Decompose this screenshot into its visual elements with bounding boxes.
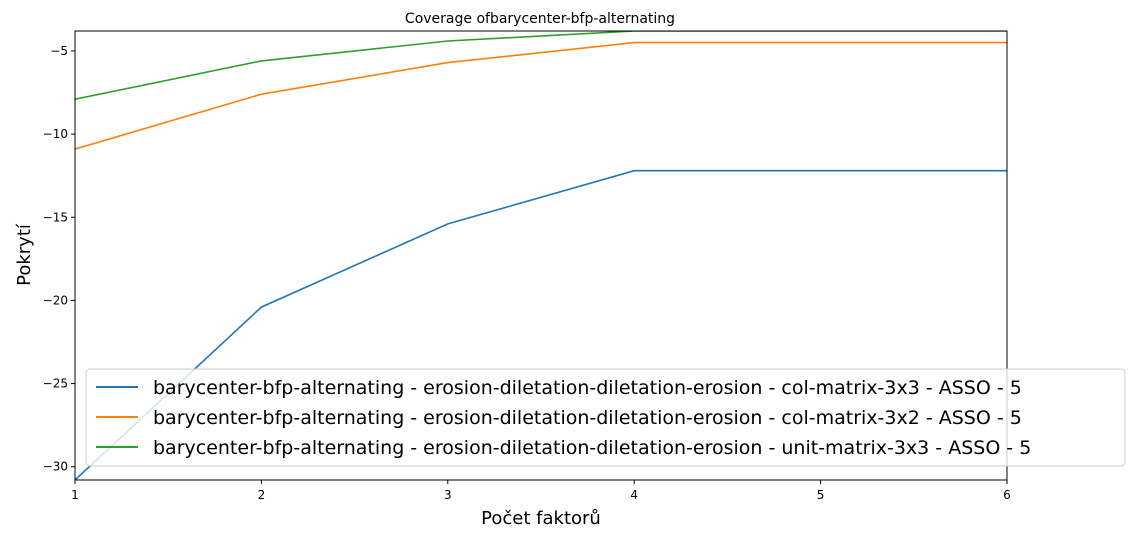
- x-axis: 1 2 3 4 5 6: [71, 480, 1011, 502]
- series-line-1: [75, 169, 1007, 480]
- x-tick-label: 5: [817, 488, 825, 502]
- y-tick-label: −30: [43, 460, 68, 474]
- series-line-2: [75, 41, 1007, 150]
- series-line-3: [75, 31, 1007, 100]
- legend-box: [85, 368, 1126, 467]
- x-tick-label: 1: [71, 488, 79, 502]
- y-tick-label: −10: [43, 127, 68, 141]
- y-tick-label: −5: [50, 44, 68, 58]
- legend-entry-2: barycenter-bfp-alternating - erosion-dil…: [153, 407, 1022, 429]
- legend-entry-1: barycenter-bfp-alternating - erosion-dil…: [153, 377, 1022, 399]
- x-tick-label: 6: [1003, 488, 1011, 502]
- y-axis-label: Pokrytí: [14, 223, 35, 286]
- chart-title: Coverage ofbarycenter-bfp-alternating: [405, 11, 675, 27]
- y-tick-label: −15: [43, 210, 68, 224]
- legend: barycenter-bfp-alternating - erosion-dil…: [85, 368, 1126, 467]
- y-tick-label: −20: [43, 293, 68, 307]
- legend-entry-3: barycenter-bfp-alternating - erosion-dil…: [153, 437, 1031, 459]
- x-axis-label: Počet faktorů: [481, 508, 601, 529]
- x-tick-label: 2: [258, 488, 266, 502]
- x-tick-label: 4: [630, 488, 638, 502]
- x-tick-label: 3: [444, 488, 452, 502]
- plot-area-frame: [74, 30, 1008, 481]
- y-tick-label: −25: [43, 377, 68, 391]
- series-lines: [75, 31, 1007, 480]
- y-axis: −30 −25 −20 −15 −10 −5: [43, 44, 75, 474]
